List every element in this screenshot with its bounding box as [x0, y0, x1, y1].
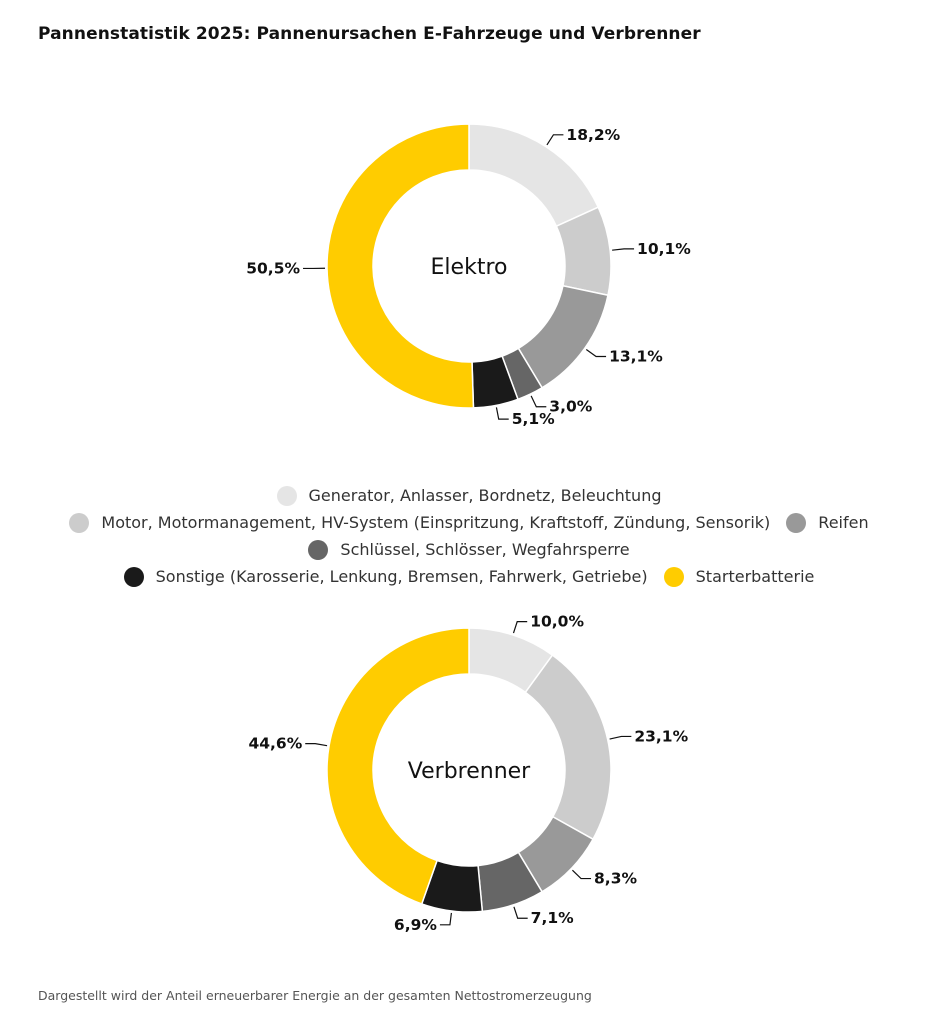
elektro-value-label: 18,2%	[566, 126, 620, 144]
legend: Generator, Anlasser, Bordnetz, Beleuchtu…	[0, 482, 938, 590]
verbrenner-leader-line	[513, 906, 528, 919]
verbrenner-value-label: 8,3%	[594, 870, 637, 888]
verbrenner-value-label: 10,0%	[530, 613, 584, 631]
legend-row: Generator, Anlasser, Bordnetz, Beleuchtu…	[0, 482, 938, 509]
legend-label: Reifen	[818, 513, 869, 532]
elektro-value-label: 50,5%	[246, 259, 300, 277]
legend-label: Generator, Anlasser, Bordnetz, Beleuchtu…	[308, 486, 662, 505]
verbrenner-value-label: 23,1%	[634, 727, 688, 745]
legend-item-motor: Motor, Motormanagement, HV-System (Einsp…	[69, 512, 771, 533]
legend-item-schluessel: Schlüssel, Schlösser, Wegfahrsperre	[308, 539, 630, 560]
elektro-leader-line	[585, 349, 607, 358]
verbrenner-leader-line	[512, 621, 528, 634]
legend-item-generator: Generator, Anlasser, Bordnetz, Beleuchtu…	[276, 485, 662, 506]
verbrenner-leader-line	[571, 869, 592, 880]
verbrenner-value-label: 44,6%	[248, 735, 302, 753]
legend-label: Motor, Motormanagement, HV-System (Einsp…	[101, 513, 771, 532]
legend-swatch	[308, 539, 329, 560]
elektro-slice-5	[326, 123, 475, 409]
legend-swatch	[276, 485, 297, 506]
legend-label: Starterbatterie	[695, 567, 815, 586]
legend-row: Sonstige (Karosserie, Lenkung, Bremsen, …	[0, 563, 938, 590]
elektro-value-label: 10,1%	[637, 240, 691, 258]
verbrenner-slice-1	[524, 654, 612, 841]
legend-swatch	[786, 512, 807, 533]
elektro-leader-line	[612, 248, 635, 251]
legend-item-reifen: Reifen	[786, 512, 869, 533]
verbrenner-slice-5	[326, 627, 470, 905]
legend-label: Schlüssel, Schlösser, Wegfahrsperre	[340, 540, 630, 559]
legend-row: Motor, Motormanagement, HV-System (Einsp…	[0, 509, 938, 536]
donut-chart-elektro: 18,2% 10,1% 13,1% 3,0%5,1% 50,5% Elektro	[246, 123, 691, 428]
elektro-value-label: 5,1%	[512, 410, 555, 428]
donut-chart-verbrenner: 10,0% 23,1% 8,3% 7,1% 6,9% 44,6% Verbrenner	[248, 613, 688, 934]
elektro-leader-line	[546, 134, 564, 146]
legend-swatch	[69, 512, 90, 533]
legend-label: Sonstige (Karosserie, Lenkung, Bremsen, …	[155, 567, 648, 586]
legend-row: Schlüssel, Schlösser, Wegfahrsperre	[0, 536, 938, 563]
verbrenner-center-label: Verbrenner	[408, 759, 531, 784]
elektro-center-label: Elektro	[431, 255, 508, 280]
verbrenner-value-label: 7,1%	[531, 909, 574, 927]
elektro-leader-line	[495, 407, 509, 420]
verbrenner-leader-line	[609, 735, 632, 740]
legend-item-starterbatterie: Starterbatterie	[663, 566, 815, 587]
legend-swatch	[663, 566, 684, 587]
elektro-value-label: 13,1%	[609, 348, 663, 366]
chart-title: Pannenstatistik 2025: Pannenursachen E-F…	[38, 24, 701, 44]
legend-swatch	[123, 566, 144, 587]
footnote: Dargestellt wird der Anteil erneuerbarer…	[38, 988, 592, 1003]
verbrenner-leader-line	[439, 912, 452, 926]
elektro-value-label: 3,0%	[549, 398, 592, 416]
elektro-leader-line	[530, 395, 547, 408]
verbrenner-value-label: 6,9%	[394, 916, 437, 934]
legend-item-sonstige: Sonstige (Karosserie, Lenkung, Bremsen, …	[123, 566, 648, 587]
verbrenner-leader-line	[305, 743, 328, 747]
